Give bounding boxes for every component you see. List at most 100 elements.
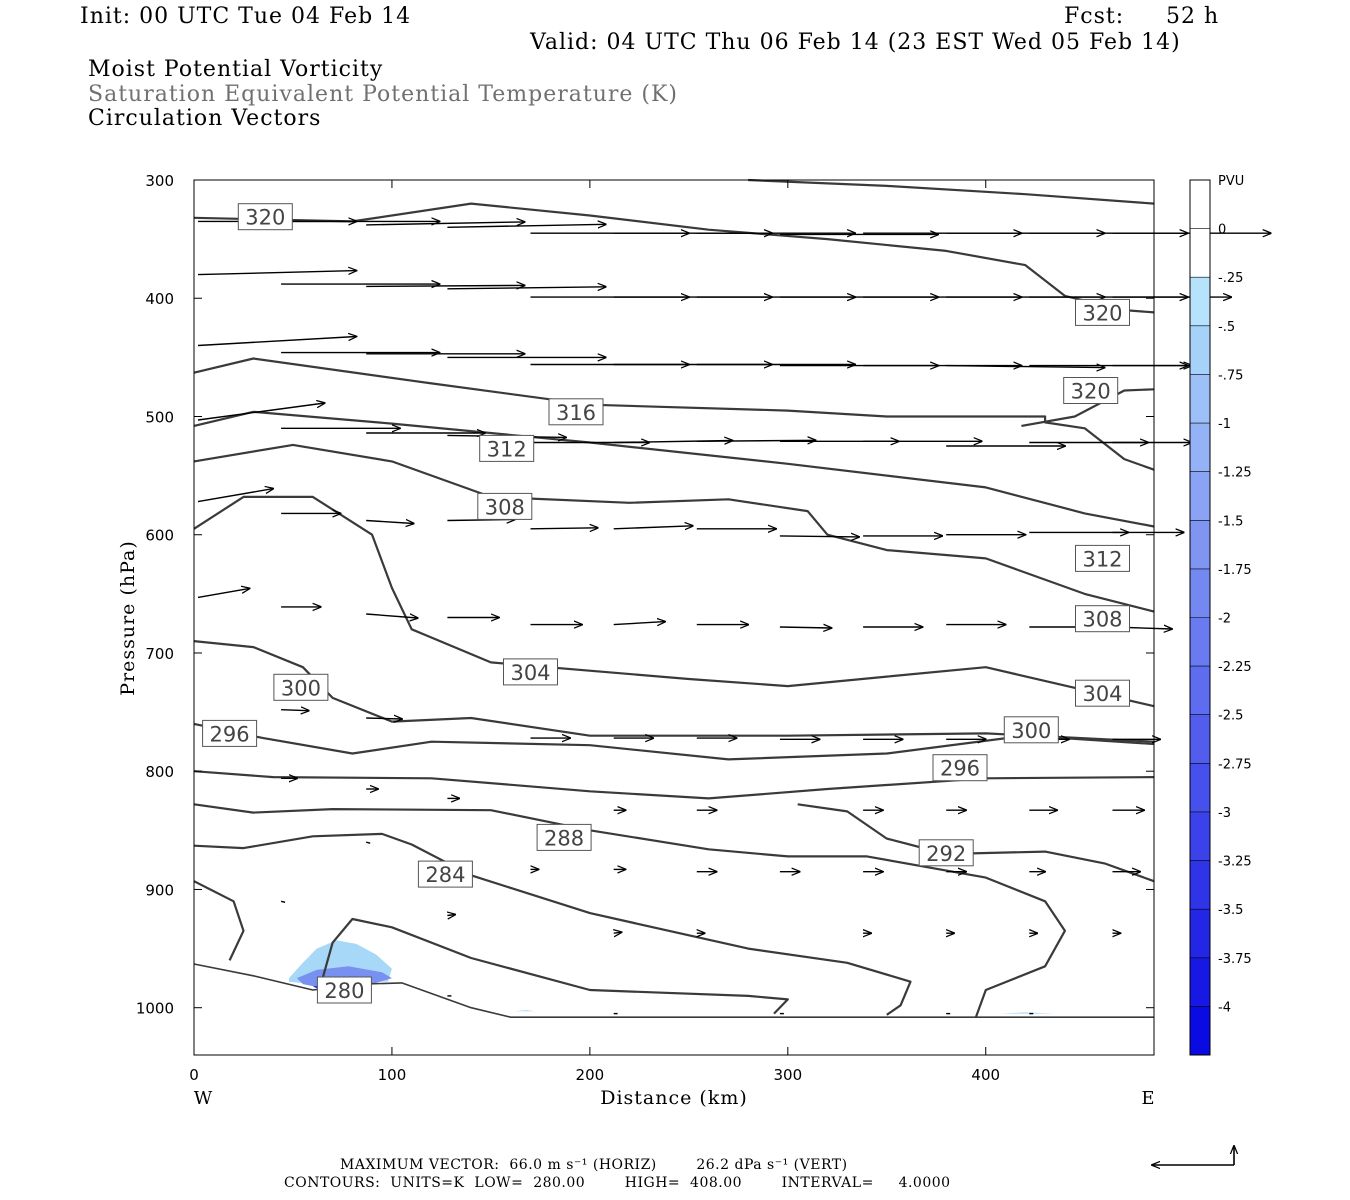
contour-label-text: 320	[245, 206, 285, 230]
contour-label-text: 292	[926, 842, 966, 866]
colorbar-segment	[1190, 860, 1210, 910]
colorbar-unit: PVU	[1218, 174, 1244, 189]
colorbar-segment	[1190, 180, 1210, 230]
contour-label-text: 304	[510, 661, 550, 685]
colorbar-label: -1.75	[1218, 563, 1252, 578]
circulation-vector	[614, 932, 622, 933]
contour-label-text: 296	[940, 757, 980, 781]
x-tick-label: 300	[773, 1066, 802, 1084]
x-axis-title: Distance (km)	[600, 1087, 748, 1109]
circulation-vector	[779, 627, 832, 628]
contour-label-304: 304	[1075, 679, 1130, 707]
colorbar-label: -2.5	[1218, 709, 1243, 724]
colorbar-segment	[1190, 957, 1210, 1007]
colorbar-segment	[1190, 374, 1210, 424]
colorbar-label: -2.75	[1218, 757, 1252, 772]
plot-frame	[193, 179, 1155, 1056]
colorbar-segment	[1190, 471, 1210, 521]
contour-label-288: 288	[536, 823, 592, 851]
contour-label-308: 308	[477, 492, 533, 520]
theta-es-contour-284	[193, 880, 245, 961]
contour-label-320: 320	[237, 203, 293, 231]
circulation-vector	[946, 366, 1104, 368]
circulation-vector	[366, 614, 418, 618]
contour-label-text: 320	[1082, 301, 1122, 325]
theta-es-contour-316	[193, 410, 1155, 528]
west-label: W	[194, 1088, 213, 1109]
colorbar-segment	[1190, 325, 1210, 375]
colorbar-label: -3	[1218, 806, 1231, 821]
contour-info-note: CONTOURS: UNITS=K LOW= 280.00 HIGH= 408.…	[284, 1175, 951, 1191]
colorbar-segment	[1190, 277, 1210, 327]
colorbar-label: -1.25	[1218, 466, 1252, 481]
contour-label-text: 316	[556, 401, 596, 425]
contour-label-300: 300	[273, 673, 329, 701]
colorbar-segment	[1190, 423, 1210, 473]
circulation-vector	[197, 271, 356, 276]
theta-es-contour-304	[193, 640, 1155, 743]
colorbar: 0 -.25 -.5 -.75 -1 -1.25 -1.5 -1.75 -2 -2.25 -2.5 -…	[1189, 179, 1252, 1056]
y-tick-label: 700	[145, 645, 174, 663]
contour-label-text: 284	[425, 863, 465, 887]
x-tick-label: 100	[378, 1066, 407, 1084]
colorbar-label: -3.25	[1218, 855, 1252, 870]
circulation-vector	[197, 489, 273, 503]
colorbar-segment	[1190, 1006, 1210, 1056]
y-axis-title: Pressure (hPa)	[117, 540, 139, 696]
contour-label-308: 308	[1075, 605, 1130, 633]
circulation-vector	[696, 440, 816, 441]
contour-label-text: 304	[1082, 682, 1122, 706]
colorbar-label: -.25	[1218, 271, 1243, 286]
colorbar-segment	[1190, 763, 1210, 813]
theta-es-contour-312	[193, 443, 1155, 613]
colorbar-label: -3.75	[1218, 952, 1252, 967]
colorbar-label: -1.5	[1218, 514, 1243, 529]
contour-label-316: 316	[548, 398, 604, 426]
forecast-hours: 52 h	[1166, 4, 1220, 29]
circulation-vector	[366, 718, 402, 719]
field-title-mpv: Moist Potential Vorticity	[88, 57, 384, 82]
east-label: E	[1141, 1088, 1154, 1109]
contour-label-296: 296	[932, 754, 988, 782]
contour-label-text: 280	[324, 979, 364, 1003]
contour-label-292: 292	[918, 839, 974, 867]
circulation-vector	[280, 900, 286, 903]
theta-es-contour-324	[748, 178, 1155, 205]
axes-layer: 300 400 500 600 700 800 900 1000 0 100 200 300 400	[136, 172, 1154, 1084]
y-tick-label: 400	[145, 290, 174, 308]
max-vector-note: MAXIMUM VECTOR: 66.0 m s⁻¹ (HORIZ) 26.2 …	[340, 1157, 848, 1173]
colorbar-label: -1	[1218, 417, 1231, 432]
contour-label-280: 280	[316, 976, 372, 1004]
circulation-vector	[281, 710, 309, 711]
theta-es-contour-280	[193, 963, 1154, 1019]
pv-shade-3	[514, 1010, 535, 1012]
contour-label-312: 312	[1075, 544, 1130, 572]
contour-label-296: 296	[202, 719, 258, 747]
colorbar-segment	[1190, 228, 1210, 278]
colorbar-label: -2.25	[1218, 660, 1252, 675]
contour-label-304: 304	[503, 658, 558, 686]
field-title-vectors: Circulation Vectors	[88, 106, 322, 131]
circulation-vector	[366, 222, 524, 225]
circulation-vector	[447, 915, 455, 916]
colorbar-segment	[1190, 811, 1210, 861]
circulation-vector	[197, 403, 325, 421]
contour-label-text: 308	[1082, 608, 1122, 632]
contour-label-text: 288	[544, 826, 584, 850]
circulation-vector	[530, 528, 598, 529]
contour-label-text: 296	[210, 722, 250, 746]
contour-label-text: 312	[487, 437, 527, 461]
vector-layer	[197, 221, 1271, 1015]
contour-label-320: 320	[1063, 377, 1119, 404]
circulation-vector	[366, 521, 414, 524]
circulation-vector	[613, 622, 665, 625]
pv-shading-layer	[289, 940, 1055, 1014]
circulation-vector	[197, 337, 356, 347]
theta-es-contour-296	[193, 770, 1155, 800]
x-tick-label: 200	[576, 1066, 605, 1084]
x-tick-label: 0	[189, 1066, 199, 1084]
colorbar-label: -2	[1218, 612, 1231, 627]
init-time: Init: 00 UTC Tue 04 Feb 14	[80, 4, 412, 29]
colorbar-label: -3.5	[1218, 903, 1243, 918]
y-tick-label: 900	[145, 881, 174, 899]
